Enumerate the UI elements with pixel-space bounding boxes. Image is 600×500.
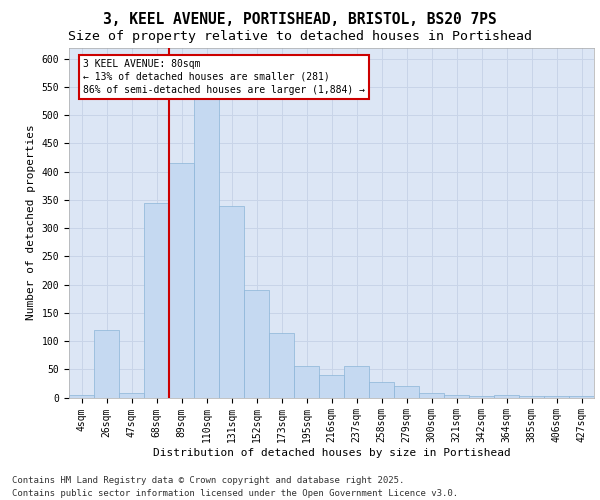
- Bar: [244, 290, 269, 398]
- Text: Size of property relative to detached houses in Portishead: Size of property relative to detached ho…: [68, 30, 532, 43]
- X-axis label: Distribution of detached houses by size in Portishead: Distribution of detached houses by size …: [152, 448, 511, 458]
- Text: 3 KEEL AVENUE: 80sqm
← 13% of detached houses are smaller (281)
86% of semi-deta: 3 KEEL AVENUE: 80sqm ← 13% of detached h…: [83, 59, 365, 95]
- Bar: [194, 98, 219, 398]
- Bar: [119, 393, 144, 398]
- Bar: [144, 202, 169, 398]
- Bar: [394, 386, 419, 398]
- Bar: [519, 396, 544, 398]
- Bar: [444, 394, 469, 398]
- Text: Contains HM Land Registry data © Crown copyright and database right 2025.
Contai: Contains HM Land Registry data © Crown c…: [12, 476, 458, 498]
- Text: 3, KEEL AVENUE, PORTISHEAD, BRISTOL, BS20 7PS: 3, KEEL AVENUE, PORTISHEAD, BRISTOL, BS2…: [103, 12, 497, 28]
- Bar: [344, 366, 369, 398]
- Bar: [369, 382, 394, 398]
- Bar: [469, 396, 494, 398]
- Bar: [269, 332, 294, 398]
- Bar: [169, 163, 194, 398]
- Bar: [319, 375, 344, 398]
- Bar: [219, 206, 244, 398]
- Bar: [494, 394, 519, 398]
- Bar: [419, 393, 444, 398]
- Y-axis label: Number of detached properties: Number of detached properties: [26, 124, 36, 320]
- Bar: [544, 396, 569, 398]
- Bar: [94, 330, 119, 398]
- Bar: [294, 366, 319, 398]
- Bar: [569, 396, 594, 398]
- Bar: [69, 395, 94, 398]
